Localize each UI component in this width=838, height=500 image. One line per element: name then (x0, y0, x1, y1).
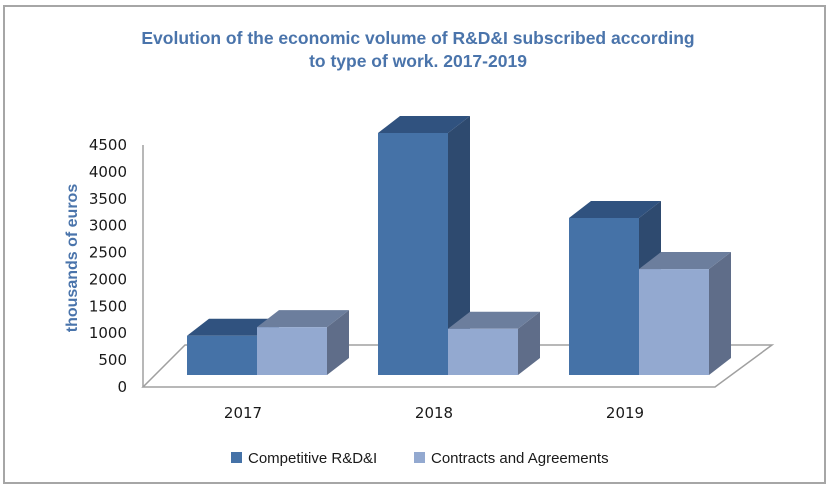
y-tick-label: 500 (98, 351, 127, 369)
bar-side (518, 311, 540, 375)
bar-top (378, 116, 470, 133)
y-tick-labels: 0 500 1000 1500 2000 2500 3000 3500 4000 4500 (89, 136, 127, 396)
legend-swatch-contracts (414, 452, 425, 463)
bar-front (639, 269, 709, 375)
legend: Competitive R&D&I Contracts and Agreemen… (231, 450, 609, 467)
bar-front (257, 327, 327, 375)
x-tick-label: 2018 (415, 404, 453, 422)
y-tick-label: 2000 (89, 270, 127, 288)
x-tick-label: 2017 (224, 404, 262, 422)
bars (187, 116, 731, 375)
y-axis-title: thousands of euros (64, 184, 81, 333)
bar-top (448, 311, 540, 329)
legend-swatch-competitive (231, 452, 242, 463)
chart-title-line-2: to type of work. 2017-2019 (309, 51, 527, 71)
y-tick-label: 1000 (89, 324, 127, 342)
bar-top (257, 310, 349, 328)
bar-top (187, 318, 279, 336)
y-tick-label: 4500 (89, 136, 127, 154)
bar-front (187, 335, 257, 375)
legend-label-competitive: Competitive R&D&I (248, 450, 377, 467)
chart-title-line-1: Evolution of the economic volume of R&D&… (141, 28, 694, 48)
bar (639, 252, 731, 375)
floor-plane (141, 344, 775, 388)
bar (448, 311, 540, 375)
y-tick-label: 1500 (89, 297, 127, 315)
y-tick-label: 4000 (89, 163, 127, 181)
bar-front (448, 328, 518, 375)
bar (257, 310, 349, 375)
bar-side (327, 310, 349, 375)
bar-front (378, 133, 448, 375)
bar-side (448, 116, 470, 375)
axes (141, 145, 775, 388)
y-tick-label: 3000 (89, 217, 127, 235)
legend-label-contracts: Contracts and Agreements (431, 450, 609, 467)
bar-top (569, 200, 661, 218)
bar (378, 116, 470, 375)
y-tick-label: 3500 (89, 190, 127, 208)
x-tick-labels: 2017 2018 2019 (224, 404, 644, 422)
bar-side (709, 252, 731, 375)
x-tick-label: 2019 (606, 404, 644, 422)
bar-top (639, 252, 731, 270)
bar-front (569, 217, 639, 375)
y-tick-label: 0 (117, 378, 127, 396)
y-tick-label: 2500 (89, 244, 127, 262)
